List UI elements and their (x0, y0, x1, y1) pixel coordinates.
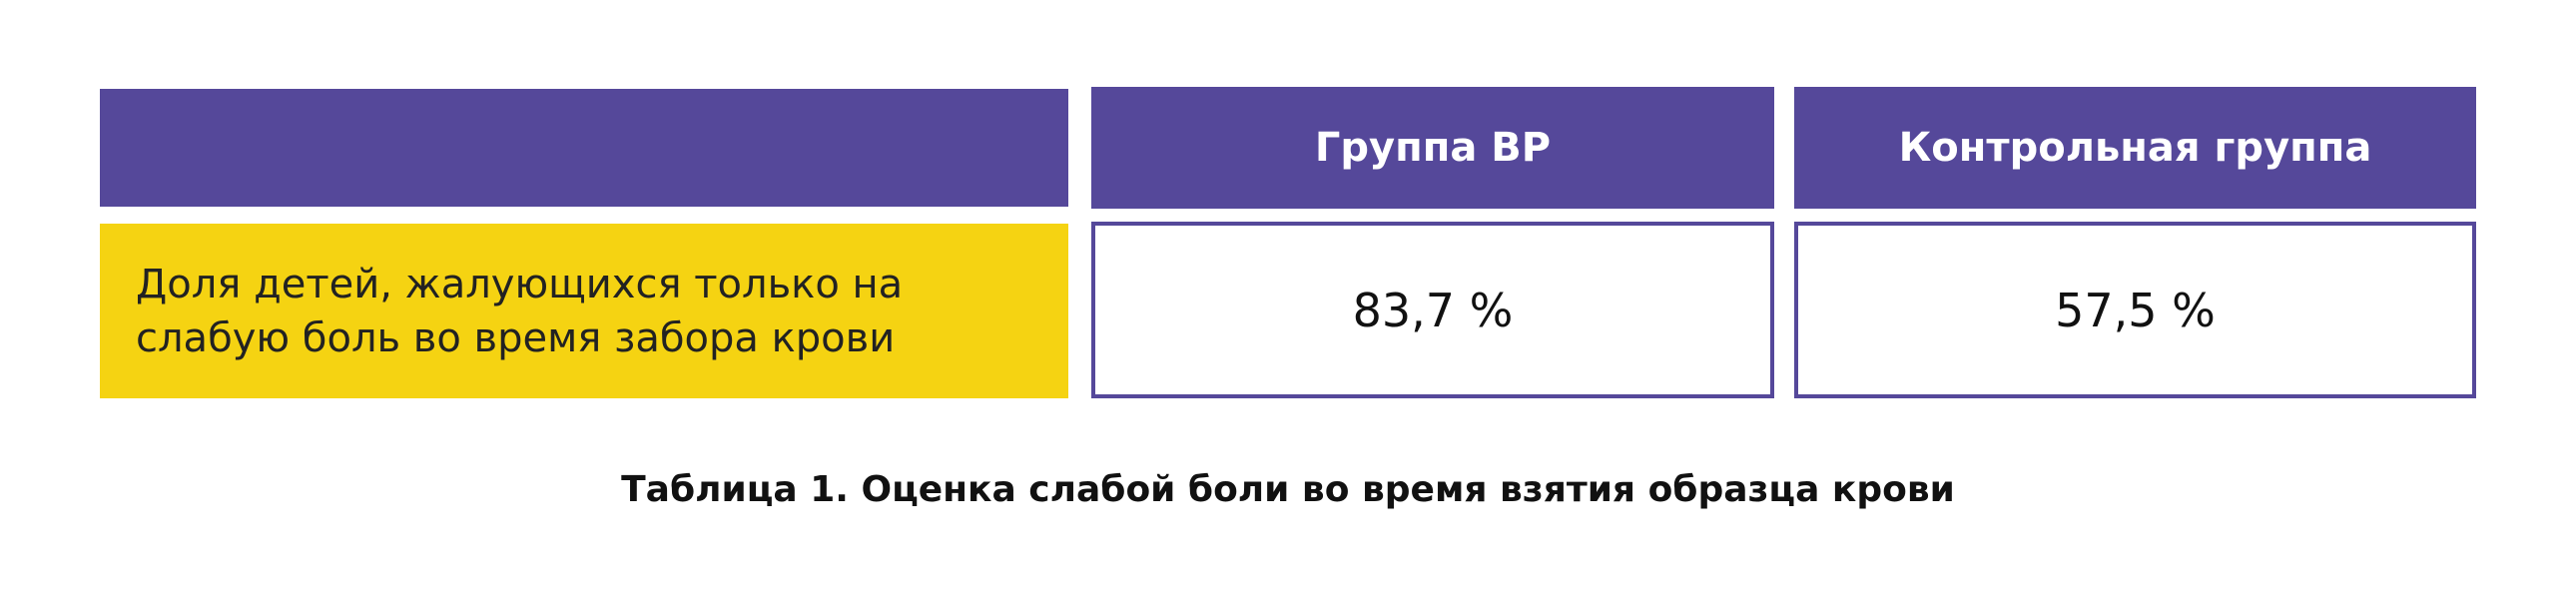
column-header: Группа ВР (1091, 87, 1774, 209)
row-label-cell: Доля детей, жалующихся только на слабую … (100, 224, 1068, 398)
column-header: Контрольная группа (1794, 87, 2476, 209)
row-label: Доля детей, жалующихся только на слабую … (136, 261, 904, 361)
caption: Таблица 1. Оценка слабой боли во время в… (621, 469, 1955, 510)
value-cell: 57,5 % (1794, 222, 2476, 398)
value-cell: 83,7 % (1091, 222, 1774, 398)
header-blank (100, 89, 1068, 207)
